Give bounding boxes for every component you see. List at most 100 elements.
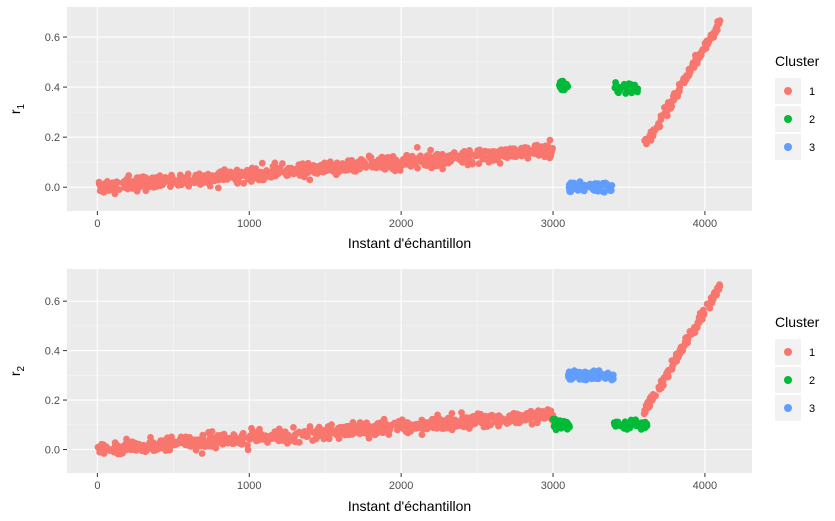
points xyxy=(94,281,724,458)
data-point xyxy=(273,168,281,176)
data-point xyxy=(426,157,434,165)
data-point xyxy=(211,177,219,185)
data-point xyxy=(222,167,229,175)
data-point xyxy=(389,158,397,166)
y-tick-label: 0.6 xyxy=(45,32,60,44)
data-point xyxy=(679,77,687,84)
data-point xyxy=(657,377,665,385)
data-point xyxy=(185,439,193,446)
y-axis-title: r1 xyxy=(7,103,27,114)
x-tick-label: 4000 xyxy=(693,480,717,492)
data-point xyxy=(641,409,649,416)
data-point xyxy=(713,291,720,299)
data-point xyxy=(286,168,294,175)
data-point xyxy=(456,156,464,164)
data-point xyxy=(133,174,141,182)
data-point xyxy=(185,182,193,190)
data-point xyxy=(181,176,189,184)
data-point xyxy=(644,135,651,143)
data-point xyxy=(328,421,335,429)
data-point xyxy=(239,433,247,441)
data-point xyxy=(690,64,697,71)
data-point xyxy=(546,136,554,144)
data-point xyxy=(407,162,415,170)
data-point xyxy=(481,147,489,155)
data-point xyxy=(612,82,620,89)
data-point xyxy=(466,149,474,157)
y-tick-label: 0.2 xyxy=(45,395,60,407)
data-point xyxy=(624,421,632,428)
data-point xyxy=(587,369,595,376)
data-point xyxy=(318,165,326,173)
data-point xyxy=(489,157,497,164)
x-tick-label: 0 xyxy=(94,480,100,492)
data-point xyxy=(465,425,473,432)
series-1 xyxy=(94,281,724,458)
data-point xyxy=(396,167,404,174)
data-point xyxy=(374,429,381,437)
data-point xyxy=(488,411,496,419)
data-point xyxy=(668,357,676,364)
data-point xyxy=(449,154,456,162)
data-point xyxy=(244,173,251,181)
data-point xyxy=(198,450,206,457)
legend-swatch xyxy=(784,348,792,356)
data-point xyxy=(663,112,671,120)
data-point xyxy=(290,424,297,431)
data-point xyxy=(676,350,684,357)
data-point xyxy=(102,179,110,187)
data-point xyxy=(655,121,663,129)
data-point xyxy=(348,163,356,171)
points xyxy=(95,17,724,198)
data-point xyxy=(622,90,630,97)
legend: Cluster 1 2 3 xyxy=(775,53,820,160)
data-point xyxy=(248,178,255,185)
data-point xyxy=(192,446,200,454)
legend-swatch xyxy=(784,143,792,151)
data-point xyxy=(702,45,710,52)
legend-swatch xyxy=(784,87,792,95)
data-point xyxy=(567,188,575,196)
data-point xyxy=(503,420,511,427)
data-point xyxy=(632,416,639,424)
data-point xyxy=(657,116,665,123)
data-point xyxy=(214,184,222,192)
data-point xyxy=(146,183,153,191)
data-point xyxy=(354,164,361,172)
data-point xyxy=(440,159,448,167)
data-point xyxy=(225,434,233,442)
data-point xyxy=(682,334,689,342)
x-tick-label: 0 xyxy=(94,218,100,230)
data-point xyxy=(214,171,221,178)
data-point xyxy=(119,449,126,457)
data-point xyxy=(377,159,385,167)
data-point xyxy=(630,83,637,91)
data-point xyxy=(354,424,362,432)
data-point xyxy=(176,171,184,179)
data-point xyxy=(293,430,301,437)
data-point xyxy=(614,87,622,95)
data-point xyxy=(641,424,649,431)
data-point xyxy=(664,373,672,381)
data-point xyxy=(427,146,434,154)
data-point xyxy=(564,424,571,432)
legend-label: 3 xyxy=(809,403,815,415)
data-point xyxy=(715,20,723,28)
legend-label: 3 xyxy=(809,142,815,154)
data-point xyxy=(656,385,663,393)
x-tick-label: 1000 xyxy=(237,480,261,492)
data-point xyxy=(637,419,645,427)
data-point xyxy=(620,80,628,88)
x-tick-label: 3000 xyxy=(541,218,565,230)
data-point xyxy=(419,422,427,429)
legend: Cluster 1 2 3 xyxy=(775,314,820,421)
x-tick-label: 1000 xyxy=(237,218,261,230)
data-point xyxy=(124,440,132,448)
data-point xyxy=(155,442,163,450)
legend-title: Cluster xyxy=(775,314,820,330)
data-point xyxy=(421,156,428,164)
data-point xyxy=(266,434,274,442)
legend-swatch xyxy=(784,115,792,123)
data-point xyxy=(385,154,392,161)
data-point xyxy=(533,419,541,427)
